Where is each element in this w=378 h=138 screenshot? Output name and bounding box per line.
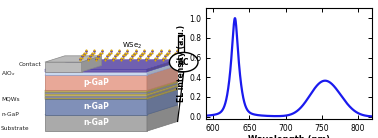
Polygon shape (147, 90, 178, 115)
Polygon shape (45, 115, 147, 131)
Polygon shape (82, 56, 102, 72)
Polygon shape (147, 81, 178, 92)
Polygon shape (147, 84, 178, 96)
Text: MQWs: MQWs (1, 96, 20, 101)
Text: WSe$_2$: WSe$_2$ (122, 41, 143, 51)
Polygon shape (45, 75, 147, 90)
Polygon shape (45, 69, 147, 72)
Polygon shape (45, 92, 147, 94)
Polygon shape (147, 62, 178, 75)
Polygon shape (45, 83, 178, 92)
Polygon shape (147, 88, 178, 99)
Polygon shape (45, 88, 178, 98)
Polygon shape (45, 56, 102, 62)
Y-axis label: EL intensity (a.u.): EL intensity (a.u.) (177, 25, 186, 102)
Polygon shape (45, 84, 178, 94)
Polygon shape (45, 86, 178, 96)
Polygon shape (45, 62, 178, 72)
Text: Contact: Contact (19, 62, 42, 67)
Polygon shape (45, 81, 178, 90)
Circle shape (169, 52, 198, 72)
Polygon shape (45, 90, 147, 92)
Polygon shape (147, 66, 178, 90)
Polygon shape (45, 98, 147, 99)
Polygon shape (45, 66, 178, 75)
Polygon shape (147, 105, 178, 131)
Polygon shape (45, 96, 147, 98)
Polygon shape (45, 62, 82, 72)
Polygon shape (147, 86, 178, 98)
Text: AlO$_x$: AlO$_x$ (1, 69, 16, 78)
Polygon shape (45, 90, 178, 99)
Text: AC: AC (178, 58, 189, 67)
Polygon shape (147, 60, 178, 72)
Text: Substrate: Substrate (1, 126, 29, 131)
Text: n-GaP: n-GaP (1, 112, 19, 117)
X-axis label: Wavelength (nm): Wavelength (nm) (248, 135, 330, 138)
Polygon shape (45, 94, 147, 96)
Polygon shape (45, 99, 147, 115)
Text: n-GaP: n-GaP (83, 118, 109, 127)
Polygon shape (147, 83, 178, 94)
Polygon shape (45, 72, 147, 75)
Text: n-GaP: n-GaP (83, 102, 109, 112)
Polygon shape (45, 60, 178, 69)
Text: p-GaP: p-GaP (83, 78, 109, 87)
Polygon shape (45, 105, 178, 115)
